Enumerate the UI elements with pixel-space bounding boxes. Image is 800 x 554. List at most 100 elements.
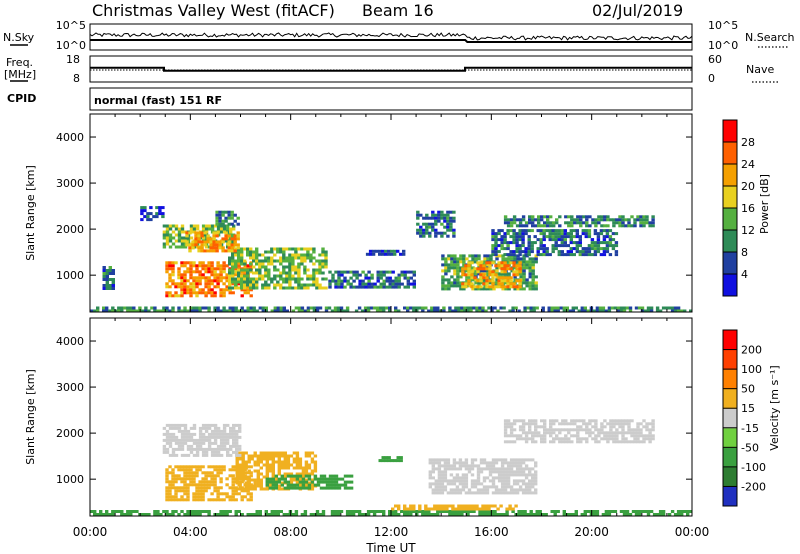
heatmap-cell [509,235,513,239]
heatmap-cell [485,488,490,492]
heatmap-cell [494,264,498,268]
heatmap-cell [597,431,601,435]
heatmap-cell [328,477,333,481]
heatmap-cell [602,238,607,242]
heatmap-cell [259,454,263,458]
heatmap-cell [421,510,425,513]
heatmap-cell [265,466,269,470]
heatmap-cell [180,236,185,240]
heatmap-cell [437,464,442,468]
heatmap-cell [585,215,589,219]
heatmap-cell [194,243,198,247]
heatmap-cell [546,431,550,435]
heatmap-cell [535,510,539,513]
heatmap-cell [165,239,170,243]
heatmap-cell [256,475,260,479]
heatmap-cell [174,447,179,451]
heatmap-cell [479,458,484,462]
heatmap-cell [563,232,567,236]
heatmap-cell [162,444,167,448]
heatmap-cell [358,273,362,277]
heatmap-cell [548,232,552,236]
heatmap-cell [576,425,580,429]
heatmap-cell [291,268,295,272]
heatmap-cell [96,513,100,516]
heatmap-cell [165,486,169,490]
heatmap-cell [558,437,562,441]
heatmap-cell [258,259,262,263]
heatmap-cell [633,434,637,438]
heatmap-cell [264,283,268,287]
heatmap-cell [102,275,106,278]
heatmap-cell [557,244,561,248]
heatmap-cell [210,291,214,295]
heatmap-cell [276,247,280,251]
heatmap-cell [283,466,287,470]
heatmap-cell [221,210,225,214]
heatmap-cell [428,458,432,462]
heatmap-cell [210,480,214,484]
heatmap-cell [301,475,306,479]
heatmap-cell [543,425,547,429]
heatmap-cell [440,210,444,214]
heatmap-cell [357,306,362,310]
heatmap-cell [171,309,175,313]
heatmap-cell [301,480,306,484]
x-tick-label: 20:00 [574,525,609,539]
heatmap-cell [324,286,328,290]
heatmap-cell [567,440,571,444]
heatmap-cell [174,498,178,502]
heatmap-cell [231,291,235,295]
heatmap-cell [488,470,493,474]
nsearch-tick-bottom: 10^0 [708,39,738,52]
heatmap-cell [267,250,271,254]
heatmap-cell [246,264,250,268]
cpid-mode: normal (fast) 151 RF [94,94,222,107]
heatmap-cell [285,271,289,275]
heatmap-cell [603,437,607,441]
heatmap-cell [141,309,145,313]
heatmap-cell [400,273,404,277]
heatmap-cell [229,447,233,451]
heatmap-cell [322,480,327,484]
heatmap-cell [459,266,463,270]
heatmap-cell [464,491,469,495]
heatmap-cell [573,428,577,432]
heatmap-cell [531,458,535,462]
heatmap-cell [467,282,471,286]
heatmap-cell [584,229,588,233]
heatmap-cell [661,513,666,516]
heatmap-cell [470,276,474,280]
heatmap-cell [279,510,283,513]
heatmap-cell [174,477,178,481]
heatmap-cell [500,247,504,251]
heatmap-cell [270,280,274,284]
heatmap-cell [486,263,490,267]
heatmap-cell [271,466,275,470]
heatmap-cell [508,504,512,508]
heatmap-cell [497,488,502,492]
heatmap-cell [585,218,589,222]
heatmap-cell [624,218,628,222]
heatmap-cell [600,428,604,432]
heatmap-cell [376,285,380,289]
heatmap-cell [219,465,223,469]
heatmap-cell [267,513,271,516]
heatmap-cell [321,510,326,513]
heatmap-cell [437,470,442,474]
heatmap-cell [315,513,320,516]
heatmap-cell [446,216,450,220]
heatmap-cell [204,224,209,228]
heatmap-cell [430,507,434,511]
heatmap-cell [485,467,490,471]
heatmap-cell [531,278,535,282]
heatmap-cell [506,473,511,477]
heatmap-cell [490,504,494,508]
heatmap-cell [243,309,247,313]
heatmap-cell [229,435,233,439]
heatmap-cell [524,221,529,225]
heatmap-cell [444,260,448,264]
heatmap-cell [603,218,607,222]
heatmap-cell [237,282,241,286]
heatmap-cell [213,477,217,481]
